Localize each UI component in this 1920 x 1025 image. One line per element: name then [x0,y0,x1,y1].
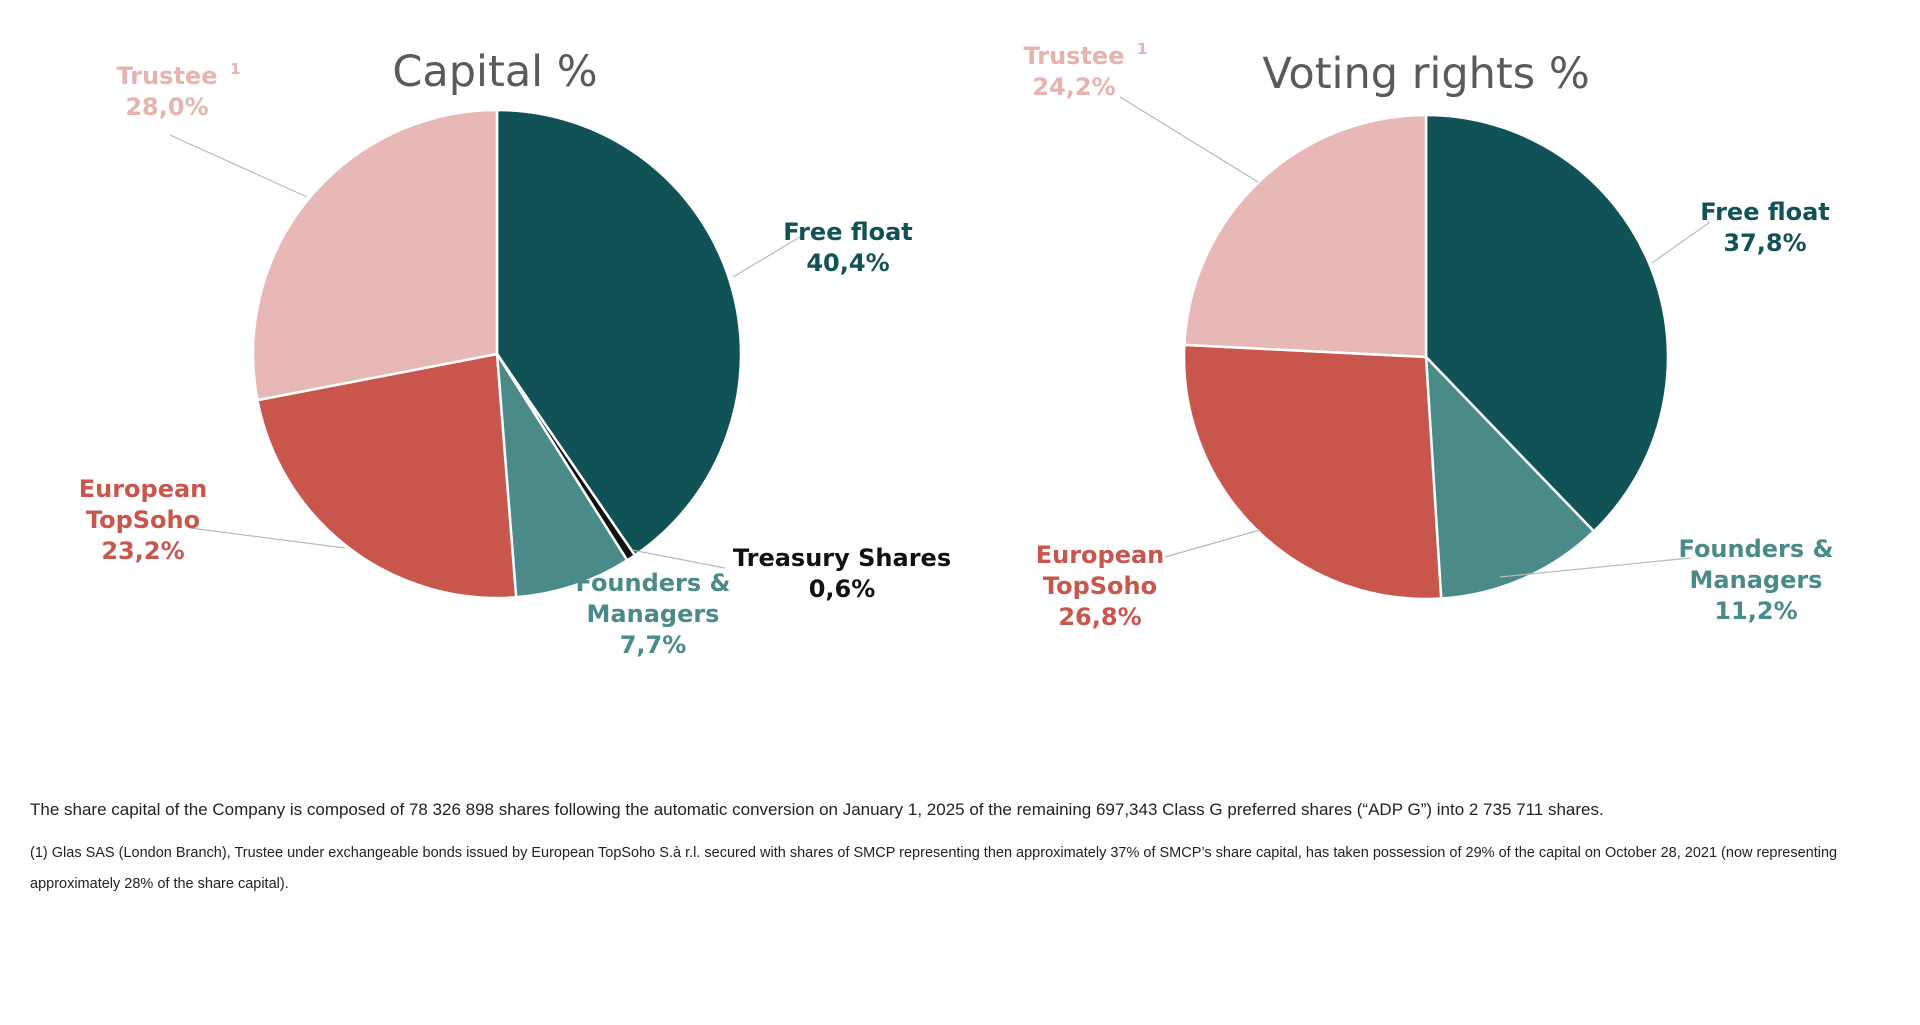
pie-slice-founders-managers [495,353,629,599]
capital-pie-chart: Capital % Free float 40,4% Treasury Shares… [79,47,951,659]
share-capital-note: The share capital of the Company is comp… [30,800,1604,819]
pie-slice-european-topsoho [255,352,518,600]
pie-slice-founders-managers [1424,353,1596,600]
leader-line-free-float [1651,221,1711,264]
leader-line-trustee [1119,96,1259,183]
leader-line-european-topsoho [1164,529,1261,558]
pie-slice-trustee [1182,113,1428,359]
leader-line-treasury-shares [631,549,726,569]
capital-chart-title: Capital % [392,47,597,97]
slice-label-free-float: Free float 40,4% [783,218,913,277]
slice-label-european-topsoho: European TopSoho 23,2% [79,475,208,565]
notes-section: The share capital of the Company is comp… [30,800,1910,900]
slice-label-trustee: Trustee 28,0% [117,62,218,121]
pie-slice-free-float [1424,113,1670,534]
pie-slice-free-float [495,108,743,558]
slice-label-treasury-shares: Treasury Shares 0,6% [733,544,951,603]
voting-rights-pie-chart: Voting rights % Free float 37,8% Founders … [1024,40,1834,631]
pie-slice-european-topsoho [1182,343,1443,601]
leader-line-free-float [732,236,801,278]
leader-line-trustee [169,134,308,198]
pie-slice-trustee [251,108,499,402]
leader-line-founders-managers [1499,557,1691,578]
slice-label-founders-managers: Founders & Managers 11,2% [1679,535,1834,625]
trustee-footnote: (1) Glas SAS (London Branch), Trustee un… [30,845,1838,892]
footnote-marker-trustee: 1 [1137,40,1147,58]
slice-label-free-float: Free float 37,8% [1700,198,1830,257]
voting-rights-chart-title: Voting rights % [1262,49,1589,99]
pie-charts-canvas: Capital % Free float 40,4% Treasury Shares… [79,40,1834,659]
slice-label-founders-managers: Founders & Managers 7,7% [576,569,731,659]
footnote-marker-trustee: 1 [230,60,240,78]
slice-label-european-topsoho: European TopSoho 26,8% [1036,541,1165,631]
slice-label-trustee: Trustee 24,2% [1024,42,1125,101]
leader-line-european-topsoho [189,527,346,549]
